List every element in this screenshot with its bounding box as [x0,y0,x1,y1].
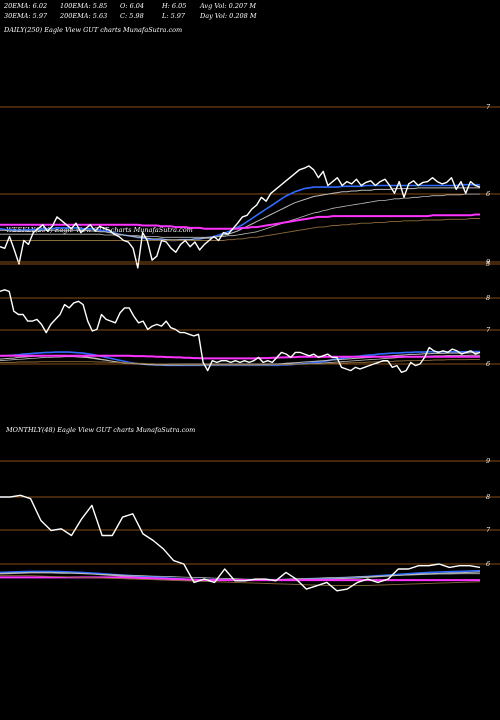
y-tick-label-0-2: 5 [486,260,490,268]
ema-line-2-3 [0,572,480,580]
y-tick-label-2-3: 6 [486,560,490,568]
header-high: H: 6.05 [162,2,187,10]
ema-line-0-4 [0,213,480,230]
header-low: L: 5.97 [162,12,186,20]
ema-line-1-5 [0,358,480,366]
chart-panel-0: 7 6 5 [0,103,500,269]
y-tick-label-2-2: 7 [486,526,491,534]
header-200ema: 200EMA: 5.63 [60,12,108,20]
header-day-vol: Day Vol: 0.208 M [200,12,257,20]
y-tick-label-0-1: 6 [486,190,490,198]
header-20ema: 20EMA: 6.02 [4,2,48,10]
y-tick-label-1-3: 6 [486,360,490,368]
header-avg-vol: Avg Vol: 0.207 M [200,2,257,10]
header-100ema: 100EMA: 5.85 [60,2,108,10]
y-tick-label-0-0: 7 [486,103,491,111]
ema-line-0-1 [0,183,480,242]
price-line-2 [0,494,481,592]
ema-line-0-3 [0,193,480,238]
price-line-1 [0,289,481,373]
ema-line-2-5 [0,575,481,586]
y-tick-label-1-1: 8 [486,294,490,302]
chart-panel-2: 9 8 7 6 [0,457,500,592]
chart-panel-1: 9 8 7 6 [0,258,500,373]
ema-line-0-5 [0,218,480,241]
header-close: C: 5.98 [120,12,144,20]
ema-line-0-2 [0,187,480,241]
price-line-0 [0,165,481,269]
y-tick-label-2-1: 8 [486,493,490,501]
header-30ema: 30EMA: 5.97 [4,12,48,20]
monthly-panel-title: MONTHLY(48) Eagle View GUT charts Munafa… [6,426,196,434]
y-tick-label-2-0: 9 [486,457,490,465]
header-open: O: 6.04 [120,2,145,10]
y-tick-label-1-2: 7 [486,326,491,334]
daily-panel-title: DAILY(250) Eagle View GUT charts MunafaS… [4,26,183,34]
ema-line-1-4 [0,354,480,360]
y-tick-label-1-0: 9 [486,258,490,266]
